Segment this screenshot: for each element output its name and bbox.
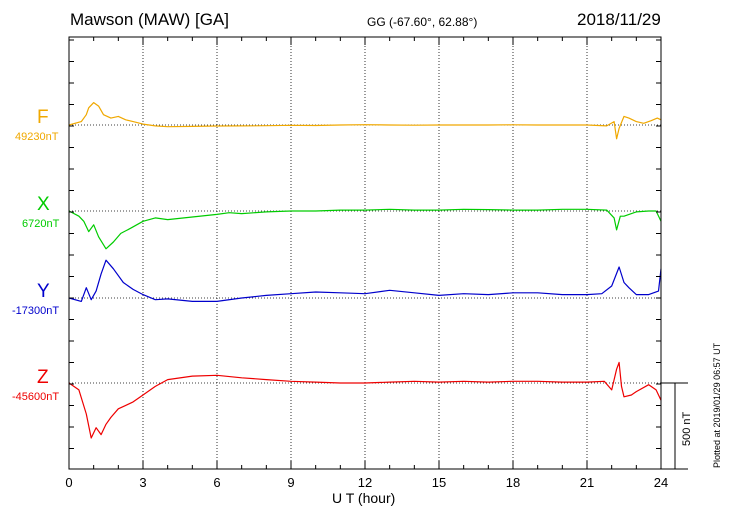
x-tick-label-0: 0 xyxy=(65,475,72,490)
series-line-z xyxy=(68,361,662,439)
series-base-f: 49230nT xyxy=(15,131,59,143)
series-label-x: X xyxy=(37,194,50,215)
station-title: Mawson (MAW) [GA] xyxy=(70,10,229,29)
x-tick-label-24: 24 xyxy=(654,475,668,490)
series-base-y: -17300nT xyxy=(12,305,60,317)
station-coordinates: GG (-67.60°, 62.88°) xyxy=(367,15,478,29)
x-tick-label-12: 12 xyxy=(358,475,372,490)
plot-date: 2018/11/29 xyxy=(577,10,661,29)
x-tick-label-6: 6 xyxy=(213,475,220,490)
scale-bar-label: 500 nT xyxy=(681,411,693,446)
x-axis-label: U T (hour) xyxy=(332,490,396,506)
series-label-y: Y xyxy=(37,281,50,302)
series-line-y xyxy=(68,259,662,302)
grid-layer xyxy=(69,37,661,469)
x-tick-label-15: 15 xyxy=(432,475,446,490)
series-label-f: F xyxy=(37,107,49,128)
series-line-x xyxy=(68,208,662,250)
x-tick-label-18: 18 xyxy=(506,475,520,490)
plotted-timestamp: Plotted at 2019/01/29 06:57 UT xyxy=(712,342,722,468)
x-tick-label-9: 9 xyxy=(287,475,294,490)
series-base-x: 6720nT xyxy=(22,218,60,230)
series-base-z: -45600nT xyxy=(12,391,60,403)
x-tick-label-21: 21 xyxy=(580,475,594,490)
x-tick-label-3: 3 xyxy=(139,475,146,490)
series-layer xyxy=(68,101,662,439)
series-line-f xyxy=(68,101,662,140)
axis-layer: 0 3 6 9 12 15 18 21 24 xyxy=(65,36,688,490)
series-label-z: Z xyxy=(37,367,49,388)
